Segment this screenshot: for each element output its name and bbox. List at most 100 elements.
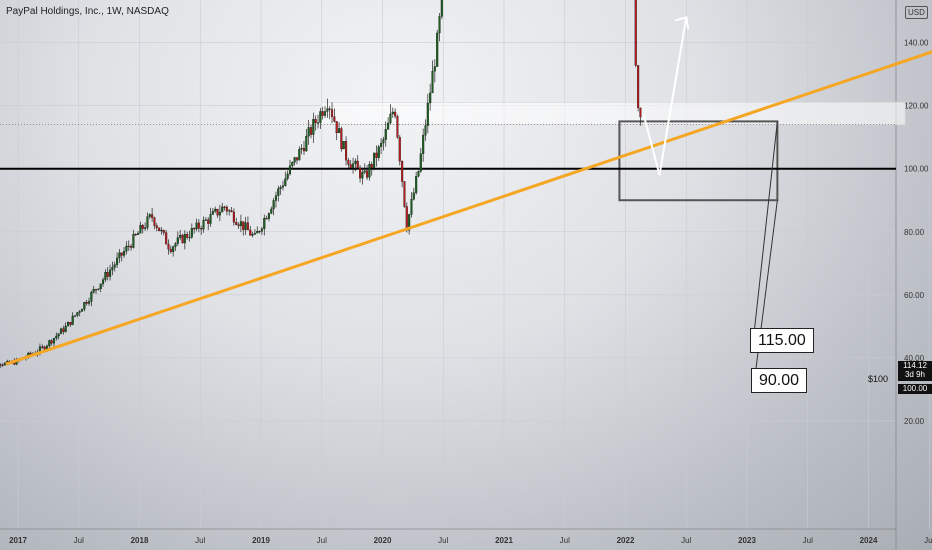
- candle-body: [43, 346, 46, 350]
- candle-body: [354, 160, 357, 164]
- candle-body: [209, 214, 212, 224]
- candle-body: [265, 218, 268, 220]
- candle-body: [232, 211, 235, 223]
- candle-body: [258, 231, 261, 233]
- x-tick-label: 2024: [860, 536, 878, 545]
- projection-arrow: [642, 17, 688, 176]
- candle-body: [377, 146, 380, 158]
- candle-body: [244, 222, 247, 230]
- candle-body: [363, 170, 366, 173]
- candle-body: [109, 269, 112, 277]
- candle-body: [221, 206, 224, 213]
- candle-body: [188, 236, 191, 239]
- candle-body: [293, 157, 296, 163]
- candle-body: [391, 111, 394, 115]
- candle-body: [193, 228, 196, 230]
- candle-body: [419, 153, 422, 172]
- candle-body: [340, 128, 343, 150]
- candle-body: [155, 225, 158, 228]
- candle-body: [344, 141, 348, 161]
- candle-body: [174, 243, 177, 247]
- candle-body: [216, 208, 219, 216]
- candle-body: [431, 70, 434, 94]
- candle-body: [99, 283, 102, 290]
- candle-body: [382, 139, 385, 144]
- x-tick-label: 2022: [617, 536, 635, 545]
- candle-body: [291, 162, 294, 166]
- x-tick-label: Jul: [803, 536, 813, 545]
- candle-body: [183, 234, 186, 244]
- candle-body: [151, 214, 154, 218]
- candle-body: [211, 211, 214, 215]
- candle-body: [118, 252, 121, 259]
- candle-body: [342, 141, 345, 150]
- candle-body: [141, 225, 144, 229]
- candle-body: [305, 135, 308, 152]
- candle-body: [204, 219, 207, 221]
- candle-body: [429, 92, 432, 104]
- x-tick-label: Jul: [924, 536, 932, 545]
- candle-body: [415, 176, 418, 193]
- candle-body: [314, 119, 317, 123]
- candle-body: [263, 218, 266, 229]
- candle-body: [85, 302, 88, 304]
- candle-body: [218, 211, 221, 216]
- candle-body: [422, 134, 425, 154]
- candle-body: [139, 225, 142, 234]
- x-tick-label: Jul: [74, 536, 84, 545]
- candle-body: [214, 208, 217, 212]
- last-price-tag: 114.12 3d 9h: [898, 361, 932, 381]
- candle-body: [104, 272, 107, 280]
- candle-body: [356, 160, 359, 169]
- candle-body: [162, 230, 165, 233]
- candle-body: [55, 335, 58, 339]
- candle-body: [253, 232, 256, 235]
- candle-body: [94, 289, 98, 291]
- candle-body: [87, 301, 91, 304]
- candle-body: [57, 333, 60, 337]
- candle-body: [123, 251, 126, 256]
- candle-body: [71, 315, 74, 325]
- candle-body: [396, 116, 399, 138]
- y-tick-label: 120.00: [904, 102, 929, 111]
- candle-body: [279, 186, 282, 189]
- candle-body: [207, 219, 210, 224]
- y-tick-label: 80.00: [904, 228, 925, 237]
- candle-body: [176, 237, 179, 244]
- candle-body: [319, 111, 322, 123]
- candle-body: [59, 328, 63, 334]
- candle-body: [202, 219, 205, 230]
- candle-body: [366, 170, 369, 178]
- candle-body: [375, 152, 378, 158]
- callout-connector: [752, 200, 778, 393]
- candle-body: [179, 235, 182, 238]
- x-tick-label: 2017: [9, 536, 27, 545]
- candle-body: [634, 0, 637, 66]
- candle-body: [62, 328, 65, 332]
- candle-body: [260, 228, 263, 232]
- candle-body: [223, 206, 226, 208]
- candle-body: [401, 161, 404, 182]
- candle-body: [440, 0, 443, 17]
- candle-body: [300, 147, 303, 150]
- candle-body: [412, 192, 415, 200]
- candle-body: [436, 32, 439, 67]
- candle-body: [309, 127, 313, 135]
- candle-body: [48, 340, 51, 347]
- candle-body: [3, 362, 6, 366]
- candle-body: [284, 178, 287, 186]
- candle-body: [251, 234, 254, 236]
- level-100-tag: 100.00: [898, 384, 932, 394]
- candle-body: [302, 147, 306, 152]
- annotation-90: 90.00: [751, 368, 808, 393]
- candle-body: [111, 267, 114, 271]
- candle-body: [394, 111, 397, 117]
- candle-body: [370, 164, 373, 168]
- candle-body: [267, 213, 270, 219]
- currency-button[interactable]: USD: [905, 6, 928, 19]
- candle-body: [130, 246, 133, 248]
- candle-body: [424, 125, 427, 136]
- candle-body: [197, 222, 200, 229]
- candle-body: [172, 246, 175, 253]
